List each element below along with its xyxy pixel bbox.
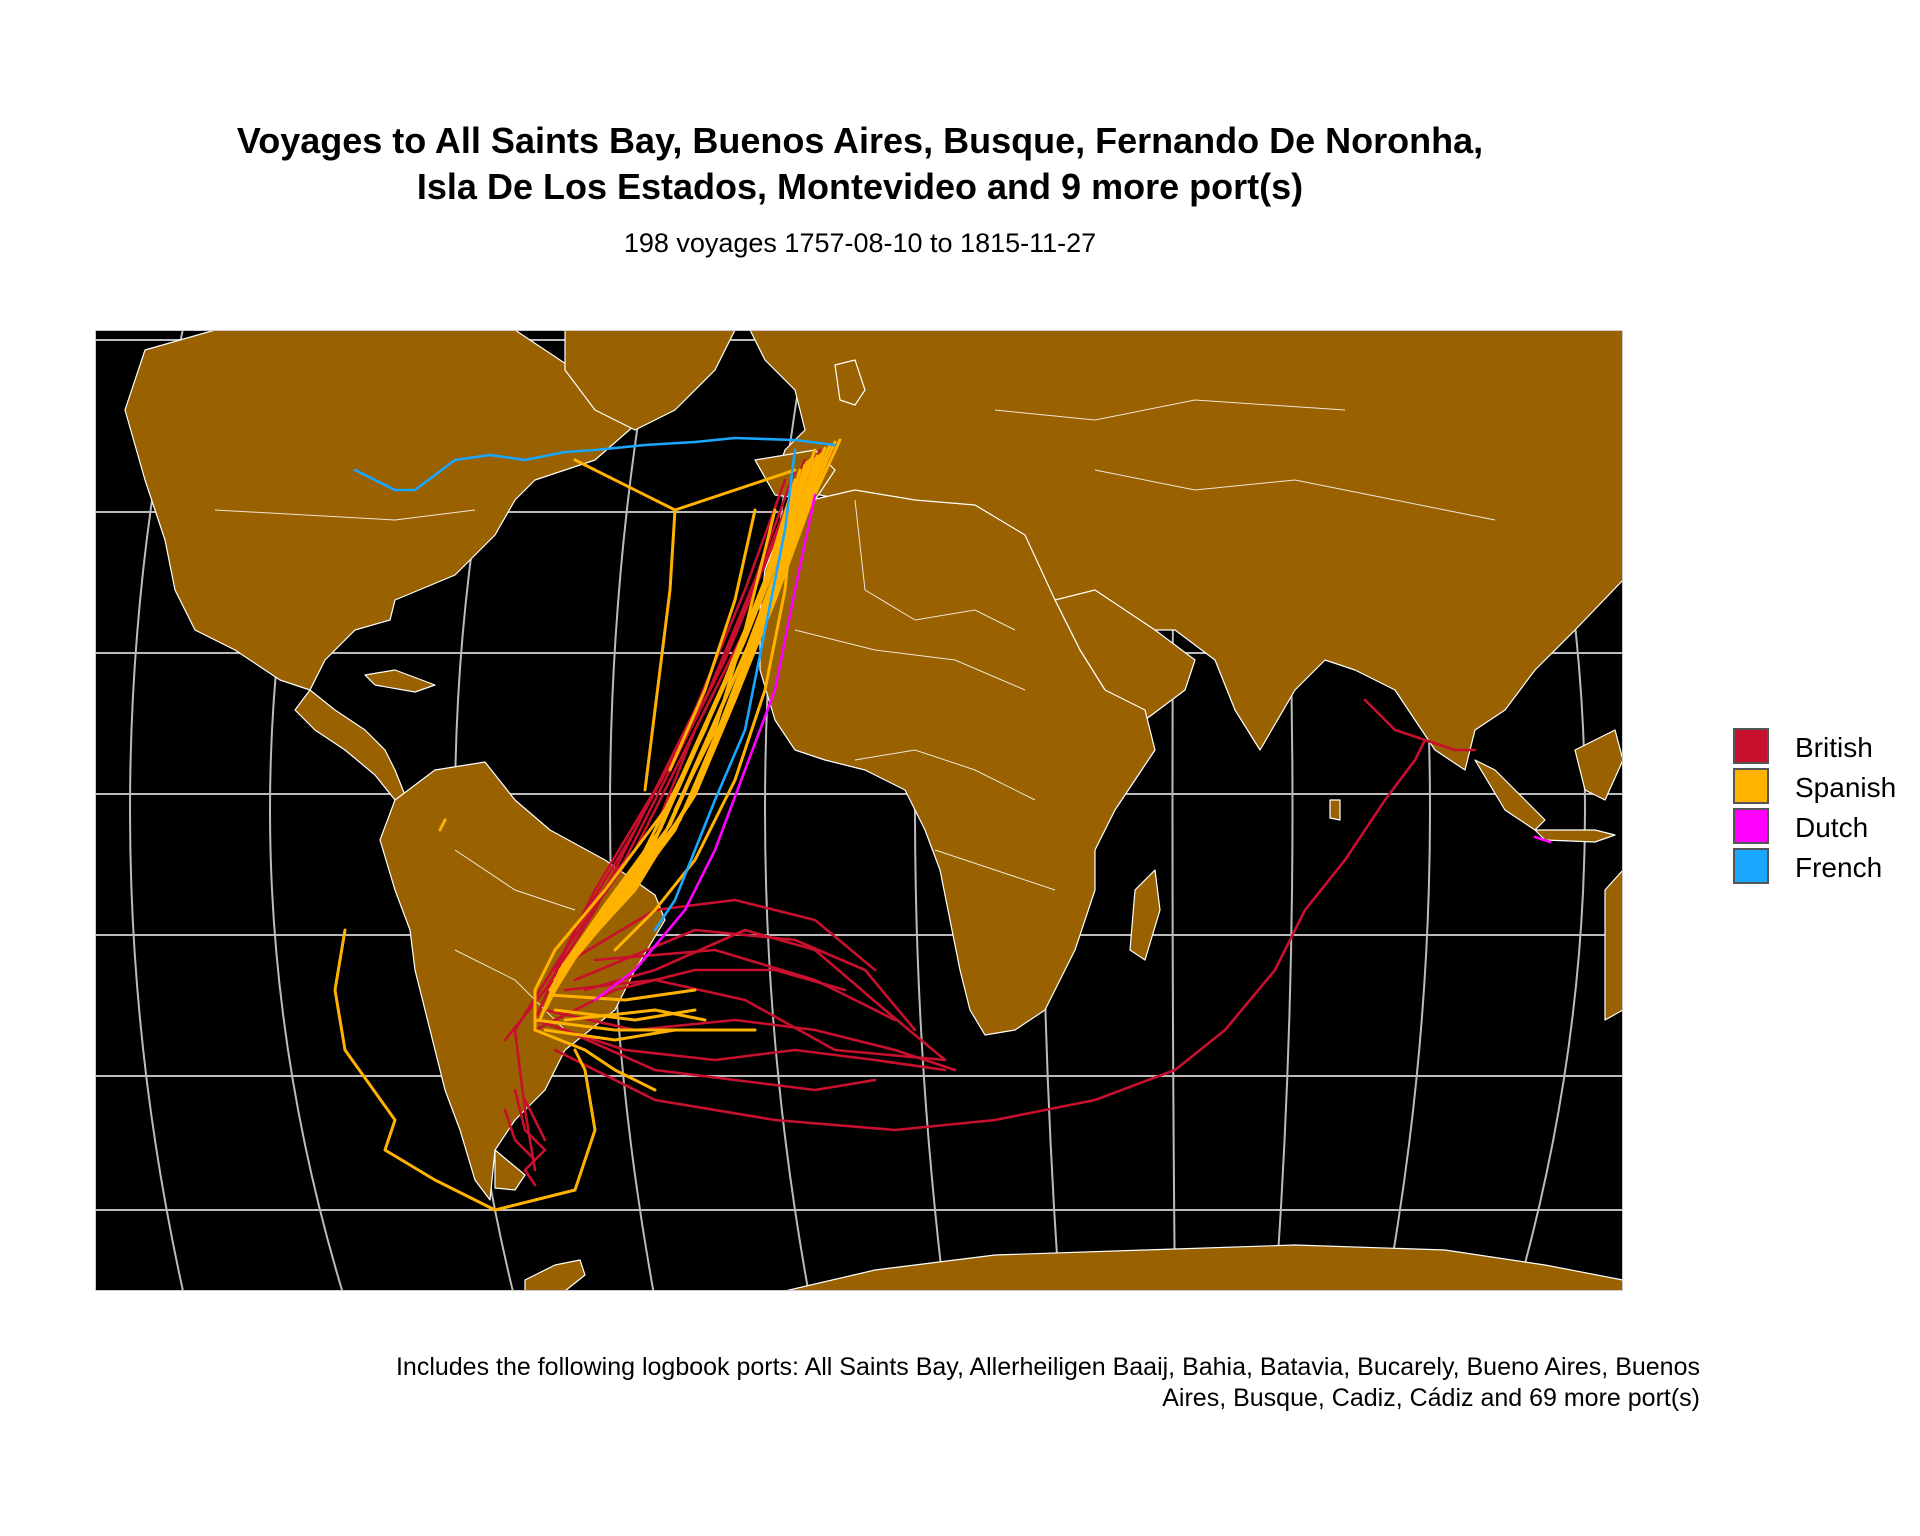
french-tracks: [353, 436, 837, 932]
legend-swatch-dutch: [1733, 808, 1769, 844]
legend-label: Dutch: [1795, 812, 1869, 843]
dutch-tracks: [593, 493, 1552, 1002]
title-line-1: Voyages to All Saints Bay, Buenos Aires,…: [236, 120, 1484, 161]
legend-swatch-british: [1733, 728, 1769, 764]
legend-label: British: [1795, 732, 1873, 763]
legend-label: French: [1795, 852, 1883, 883]
africa: [759, 489, 1156, 1036]
title-line-2: Isla De Los Estados, Montevideo and 9 mo…: [416, 166, 1304, 207]
antarctica: [784, 1244, 1623, 1291]
sumatra: [1474, 759, 1546, 831]
antarctic-peninsula: [524, 1259, 586, 1291]
caption-line-2: Aires, Busque, Cadiz, Cádiz and 69 more …: [1162, 1384, 1700, 1412]
borders: [214, 399, 1496, 1031]
chart-title: Voyages to All Saints Bay, Buenos Aires,…: [0, 118, 1720, 210]
cuba: [364, 669, 436, 693]
java: [1534, 829, 1616, 843]
australia: [1604, 869, 1623, 1021]
greenland: [564, 330, 736, 431]
madagascar: [1129, 869, 1161, 961]
legend-label: Spanish: [1795, 772, 1897, 803]
caption: Includes the following logbook ports: Al…: [100, 1352, 1700, 1414]
sri-lanka: [1329, 799, 1341, 821]
voyage-tracks: [333, 436, 1552, 1212]
chart-subtitle: 198 voyages 1757-08-10 to 1815-11-27: [623, 228, 1097, 258]
voyage-map: [95, 330, 1623, 1291]
spanish-tracks: [333, 438, 842, 1212]
legend-swatch-french: [1733, 848, 1769, 884]
borneo: [1574, 729, 1623, 801]
caption-line-1: Includes the following logbook ports: Al…: [395, 1353, 1700, 1381]
tierra-del-fuego: [494, 1149, 526, 1191]
south-america: [379, 761, 666, 1201]
land: [124, 330, 1623, 1291]
great-britain: [834, 359, 866, 406]
legend-swatch-spanish: [1733, 768, 1769, 804]
